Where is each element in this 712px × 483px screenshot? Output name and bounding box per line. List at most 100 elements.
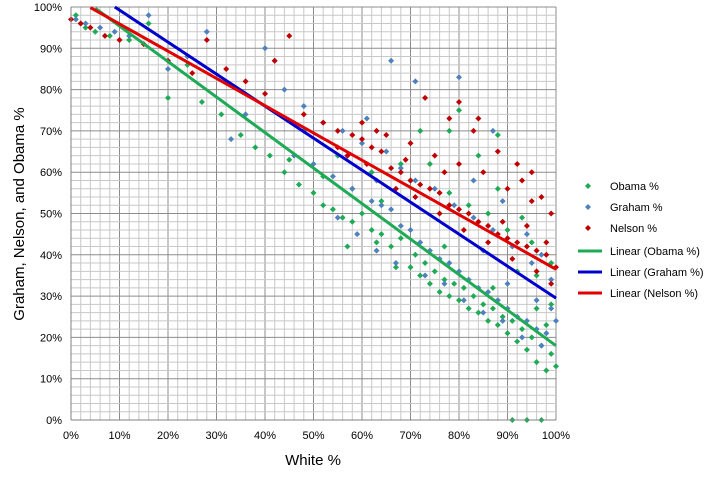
data-point <box>373 127 380 134</box>
data-point <box>426 185 433 192</box>
data-point <box>538 251 545 258</box>
data-point <box>397 169 404 176</box>
data-point <box>320 119 327 126</box>
data-point <box>228 136 235 143</box>
legend-marker <box>585 183 591 189</box>
data-point <box>300 103 307 110</box>
data-point <box>514 239 521 246</box>
legend-label: Nelson % <box>610 223 657 235</box>
data-point <box>407 177 414 184</box>
y-tick-label: 100% <box>34 2 62 14</box>
data-point <box>523 346 530 353</box>
data-point <box>422 94 429 101</box>
data-point <box>523 243 530 250</box>
data-point <box>528 198 535 205</box>
data-point <box>436 189 443 196</box>
data-point <box>446 115 453 122</box>
data-point <box>203 28 210 35</box>
data-point <box>543 367 550 374</box>
data-point <box>489 284 496 291</box>
y-tick-label: 50% <box>40 209 62 221</box>
data-point <box>499 198 506 205</box>
data-point <box>533 359 540 366</box>
data-point <box>412 251 419 258</box>
data-point <box>388 206 395 213</box>
axes <box>70 7 556 421</box>
data-point <box>334 214 341 221</box>
data-point <box>523 231 530 238</box>
data-point <box>494 132 501 139</box>
data-point <box>475 309 482 316</box>
data-point <box>368 198 375 205</box>
y-tick-label: 90% <box>40 43 62 55</box>
data-point <box>388 165 395 172</box>
data-point <box>494 148 501 155</box>
data-points <box>68 12 559 423</box>
data-point <box>460 284 467 291</box>
x-tick-label: 0% <box>63 430 79 442</box>
data-point <box>451 202 458 209</box>
data-point <box>368 169 375 176</box>
data-point <box>363 115 370 122</box>
data-point <box>422 260 429 267</box>
data-point <box>383 132 390 139</box>
data-point <box>446 293 453 300</box>
data-point <box>295 181 302 188</box>
x-tick-label: 60% <box>351 430 373 442</box>
data-point <box>82 20 89 27</box>
data-point <box>519 326 526 333</box>
data-point <box>242 78 249 85</box>
data-point <box>378 202 385 209</box>
x-tick-label: 100% <box>542 430 570 442</box>
trendlines <box>89 5 557 347</box>
data-point <box>77 20 84 27</box>
data-point <box>553 363 559 370</box>
data-point <box>431 152 438 159</box>
data-point <box>383 148 390 155</box>
data-point <box>165 65 171 72</box>
y-tick-label: 10% <box>40 374 62 386</box>
data-point <box>523 222 530 229</box>
data-point <box>334 127 341 134</box>
x-tick-label: 10% <box>108 430 130 442</box>
legend-label: Obama % <box>610 181 659 193</box>
tick-labels: 0% 10% 20% 30% 40% 50% 60% 70% 80% 90% 100% 0% 10% 20… <box>34 2 570 442</box>
data-point <box>456 107 462 114</box>
data-point <box>417 127 424 134</box>
data-point <box>548 280 555 287</box>
legend-marker <box>585 225 591 231</box>
data-point <box>504 280 511 287</box>
data-point <box>349 185 356 192</box>
data-point <box>392 260 399 267</box>
data-point <box>441 276 448 283</box>
data-point <box>485 317 492 324</box>
data-point <box>446 127 453 134</box>
data-point <box>528 334 535 341</box>
data-point <box>475 115 482 122</box>
data-point <box>470 293 477 300</box>
data-point <box>223 65 230 72</box>
data-point <box>373 247 380 254</box>
data-point <box>480 169 487 176</box>
data-point <box>300 111 307 118</box>
data-point <box>553 317 559 324</box>
data-point <box>499 317 506 324</box>
gridlines <box>70 6 557 421</box>
data-point <box>514 160 521 167</box>
data-point <box>339 127 346 134</box>
data-point <box>533 268 540 275</box>
data-point <box>480 301 487 308</box>
data-point <box>480 309 487 316</box>
data-point <box>218 111 225 118</box>
legend-label: Linear (Graham %) <box>610 267 704 279</box>
data-point <box>106 32 113 39</box>
x-tick-label: 50% <box>302 430 324 442</box>
trendline <box>113 5 557 300</box>
data-point <box>470 127 477 134</box>
data-point <box>412 78 419 85</box>
data-point <box>349 218 356 225</box>
data-point <box>426 280 433 287</box>
data-point <box>281 86 288 93</box>
data-point <box>528 169 535 176</box>
data-point <box>252 144 259 151</box>
